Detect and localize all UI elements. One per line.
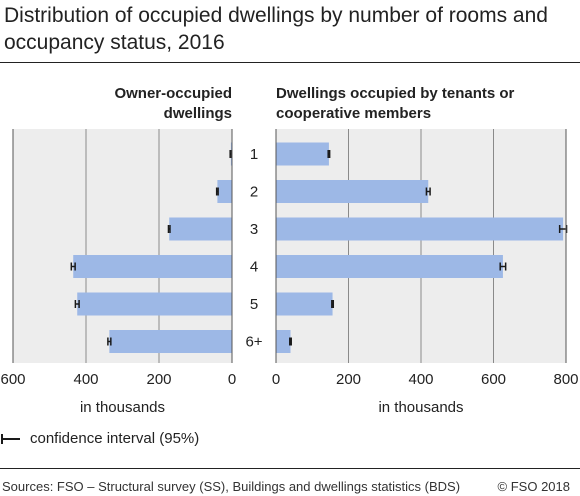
legend-label: confidence interval (95%) — [30, 430, 200, 447]
tenant-x-tick-label: 0 — [272, 371, 280, 388]
copyright: © FSO 2018 — [497, 479, 570, 494]
confidence-interval-icon — [1, 434, 20, 444]
legend: confidence interval (95%) — [0, 429, 400, 449]
owner-x-tick-label: 0 — [228, 371, 236, 388]
tenant-bar-5 — [276, 292, 333, 316]
category-label-6+: 6+ — [245, 334, 262, 351]
owner-x-tick-label: 600 — [0, 371, 25, 388]
tenant-x-tick-label: 800 — [553, 371, 578, 388]
owner-x-tick-label: 200 — [146, 371, 171, 388]
title-rule — [0, 62, 580, 63]
owner-x-axis-label: in thousands — [80, 399, 165, 416]
left-panel-title: Owner-occupied dwellings — [114, 85, 232, 122]
category-label-2: 2 — [250, 184, 258, 201]
tenant-x-tick-label: 600 — [481, 371, 506, 388]
right-panel-title: Dwellings occupied by tenants or coopera… — [276, 85, 515, 122]
owner-bar-5 — [77, 292, 233, 316]
tenant-bar-4 — [276, 255, 503, 278]
owner-x-tick-label: 400 — [73, 371, 98, 388]
tenant-bar-2 — [276, 180, 429, 203]
tenant-bar-6+ — [276, 330, 291, 353]
tenant-x-tick-label: 200 — [336, 371, 361, 388]
owner-plot-area — [13, 129, 232, 363]
category-label-3: 3 — [250, 221, 258, 238]
owner-bar-3 — [169, 217, 232, 241]
footer-rule — [0, 468, 580, 469]
source-note: Sources: FSO – Structural survey (SS), B… — [2, 479, 461, 494]
tenant-x-tick-label: 400 — [408, 371, 433, 388]
owner-bar-2 — [217, 180, 232, 203]
owner-bar-4 — [73, 255, 232, 278]
category-label-1: 1 — [250, 146, 258, 163]
tenant-bar-3 — [276, 217, 564, 241]
owner-bar-6+ — [109, 330, 232, 353]
tenant-bar-1 — [276, 142, 329, 166]
chart-title: Distribution of occupied dwellings by nu… — [4, 4, 548, 54]
category-label-4: 4 — [250, 259, 258, 276]
chart: 600 400 200 0 in thousands 0 200 400 600 800 in th… — [0, 129, 579, 416]
category-label-5: 5 — [250, 296, 258, 313]
tenant-x-axis-label: in thousands — [378, 399, 463, 416]
